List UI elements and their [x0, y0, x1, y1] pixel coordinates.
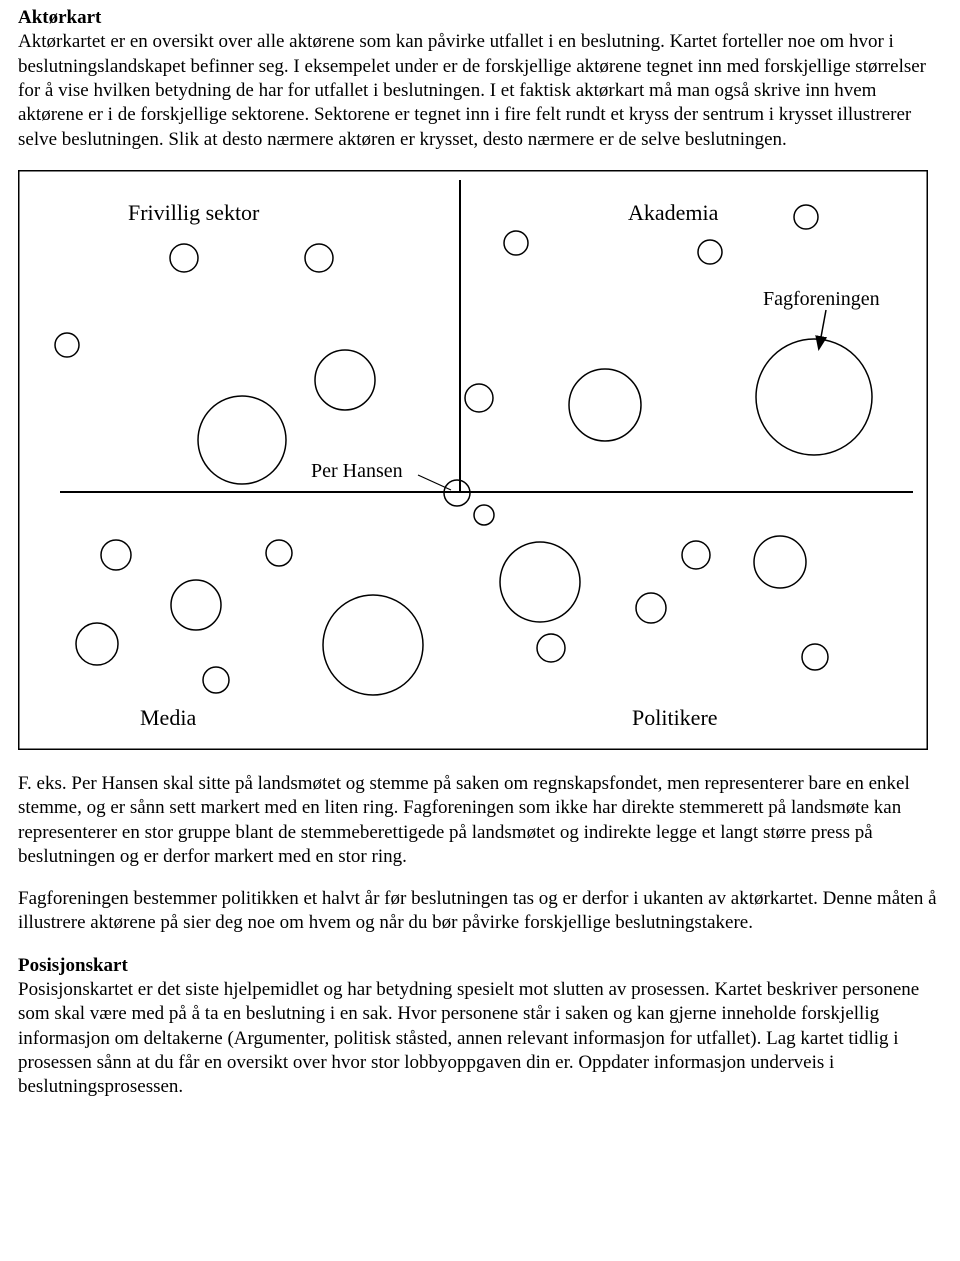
actor-circle [794, 205, 818, 229]
sector-label-frivillig: Frivillig sektor [128, 200, 260, 225]
actor-circle [504, 231, 528, 255]
actor-circle [682, 541, 710, 569]
actor-circles [55, 205, 872, 695]
actor-circle [76, 623, 118, 665]
example-paragraph-2: Fagforeningen bestemmer politikken et ha… [18, 887, 942, 936]
actor-circle [802, 644, 828, 670]
sector-label-media: Media [140, 705, 196, 730]
actor-circle [203, 667, 229, 693]
actor-circle [101, 540, 131, 570]
actor-circle [537, 634, 565, 662]
aktorkart-diagram: Frivillig sektor Akademia Media Politike… [18, 170, 942, 750]
sector-label-politikere: Politikere [632, 705, 718, 730]
heading-text: Aktørkart [18, 7, 101, 28]
actor-circle [266, 540, 292, 566]
actor-circle [323, 595, 423, 695]
actor-circle [569, 369, 641, 441]
actor-circle [171, 580, 221, 630]
annotations: Per Hansen Fagforeningen [311, 288, 880, 490]
annotation-label: Fagforeningen [763, 288, 880, 310]
annotation-label: Per Hansen [311, 460, 403, 482]
quadrant-chart: Frivillig sektor Akademia Media Politike… [18, 170, 928, 750]
heading-text: Posisjonskart [18, 955, 128, 976]
example-paragraph-1: F. eks. Per Hansen skal sitte på landsmø… [18, 772, 942, 869]
actor-circle [170, 244, 198, 272]
actor-circle [315, 350, 375, 410]
intro-paragraph: Aktørkartet er en oversikt over alle akt… [18, 30, 942, 152]
annotation-leader [418, 475, 451, 490]
chart-border [19, 171, 928, 750]
posisjonskart-paragraph: Posisjonskartet er det siste hjelpemidle… [18, 978, 942, 1100]
actor-circle [698, 240, 722, 264]
section-heading-aktorkart: Aktørkart [18, 6, 942, 30]
actor-circle [198, 396, 286, 484]
actor-circle [756, 339, 872, 455]
actor-circle [465, 384, 493, 412]
actor-circle [305, 244, 333, 272]
section-heading-posisjonskart: Posisjonskart [18, 954, 942, 978]
actor-circle [754, 536, 806, 588]
actor-circle [636, 593, 666, 623]
annotation-arrow [819, 310, 826, 348]
actor-circle [55, 333, 79, 357]
actor-circle [500, 542, 580, 622]
sector-label-akademia: Akademia [628, 200, 719, 225]
actor-circle [474, 505, 494, 525]
